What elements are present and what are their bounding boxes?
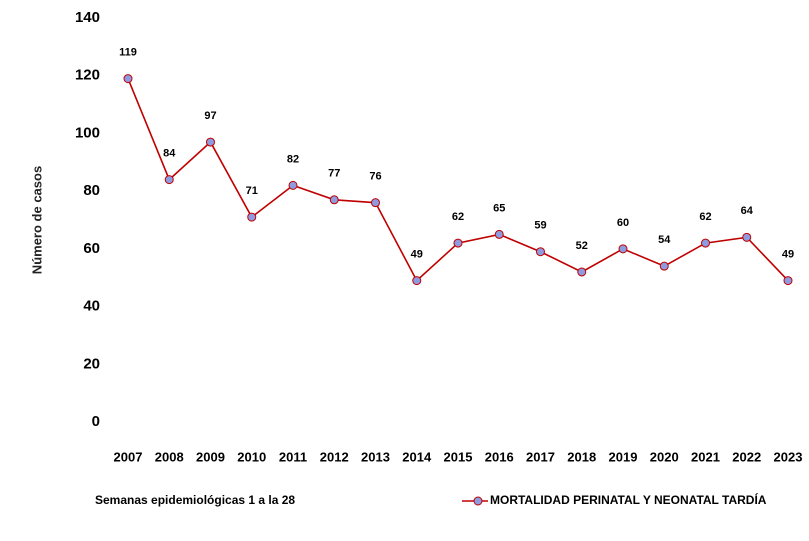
marker bbox=[701, 238, 710, 248]
y-tick-label: 120 bbox=[75, 67, 100, 84]
marker bbox=[742, 232, 752, 242]
x-tick-label: 2023 bbox=[774, 449, 803, 464]
marker bbox=[164, 175, 174, 185]
y-tick-label: 60 bbox=[83, 240, 100, 257]
x-tick-label: 2007 bbox=[114, 449, 143, 464]
y-axis-label: Número de casos bbox=[29, 166, 44, 274]
y-tick-label: 40 bbox=[83, 298, 100, 315]
x-tick-label: 2011 bbox=[279, 449, 307, 464]
y-tick-label: 0 bbox=[92, 413, 100, 430]
x-tick-label: 2010 bbox=[237, 449, 266, 464]
data-label: 65 bbox=[493, 202, 505, 214]
x-tick-label: 2017 bbox=[526, 449, 555, 464]
x-tick-label: 2018 bbox=[567, 449, 596, 464]
x-tick-label: 2022 bbox=[732, 449, 761, 464]
x-tick-label: 2008 bbox=[155, 449, 184, 464]
y-tick-label: 100 bbox=[75, 124, 100, 141]
line bbox=[127, 78, 789, 282]
marker bbox=[659, 261, 669, 271]
data-label: 76 bbox=[369, 171, 381, 183]
note: Semanas epidemiológicas 1 a la 28 bbox=[95, 493, 295, 507]
data-label: 52 bbox=[576, 240, 588, 252]
marker bbox=[494, 229, 504, 239]
legend-marker bbox=[473, 496, 483, 506]
data-label: 62 bbox=[699, 211, 711, 223]
x-tick-label: 2016 bbox=[485, 449, 514, 464]
data-label: 64 bbox=[741, 205, 754, 217]
data-label: 119 bbox=[119, 47, 137, 59]
data-label: 49 bbox=[411, 249, 423, 261]
data-label: 62 bbox=[452, 211, 464, 223]
marker bbox=[371, 198, 380, 208]
data-label: 77 bbox=[328, 168, 340, 180]
x-tick-label: 2020 bbox=[650, 449, 679, 464]
data-label: 71 bbox=[246, 185, 258, 197]
y-tick-label: 140 bbox=[75, 9, 100, 26]
marker bbox=[247, 212, 257, 222]
data-label: 82 bbox=[287, 153, 299, 165]
x-tick-label: 2015 bbox=[444, 449, 473, 464]
marker bbox=[783, 276, 793, 286]
marker bbox=[123, 74, 133, 84]
marker bbox=[453, 238, 463, 248]
x-tick-label: 2021 bbox=[691, 449, 720, 464]
marker bbox=[329, 195, 339, 205]
data-label: 60 bbox=[617, 217, 629, 229]
x-tick-label: 2012 bbox=[320, 449, 349, 464]
x-tick-label: 2009 bbox=[196, 449, 225, 464]
x-tick-label: 2019 bbox=[609, 449, 638, 464]
data-label: 59 bbox=[534, 220, 546, 232]
data-label: 97 bbox=[204, 110, 216, 122]
marker bbox=[618, 244, 628, 254]
y-tick-label: 80 bbox=[83, 182, 100, 199]
data-label: 84 bbox=[163, 148, 176, 160]
marker bbox=[288, 180, 298, 190]
data-label: 54 bbox=[658, 234, 671, 246]
legend-label: MORTALIDAD PERINATAL Y NEONATAL TARDÍA bbox=[490, 492, 767, 507]
marker bbox=[536, 247, 545, 257]
marker bbox=[412, 276, 422, 286]
x-tick-label: 2014 bbox=[402, 449, 432, 464]
y-tick-label: 20 bbox=[83, 355, 100, 372]
marker bbox=[577, 267, 587, 277]
data-label: 49 bbox=[782, 249, 794, 261]
marker bbox=[206, 137, 215, 147]
x-tick-label: 2013 bbox=[361, 449, 390, 464]
